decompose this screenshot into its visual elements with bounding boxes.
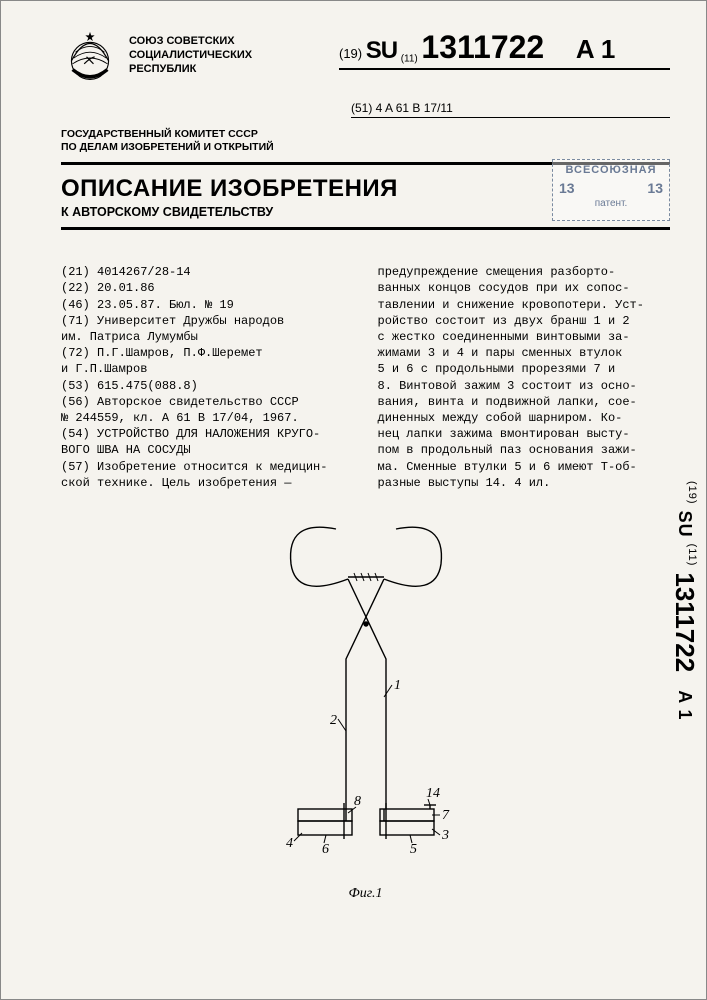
field-21: (21) 4014267/28-14: [61, 264, 354, 280]
field-46: (46) 23.05.87. Бюл. № 19: [61, 297, 354, 313]
svg-text:7: 7: [442, 808, 450, 823]
right-column: предупреждение смещения разборто- ванных…: [378, 264, 671, 491]
field-22: (22) 20.01.86: [61, 280, 354, 296]
side-patent-number: (19) SU (11) 1311722 A 1: [669, 481, 700, 721]
svg-text:6: 6: [322, 842, 329, 857]
svg-text:2: 2: [330, 713, 337, 728]
classification-line: (51) 4 A 61 B 17/11: [351, 95, 670, 118]
field-72: (72) П.Г.Шамров, П.Ф.Шеремет: [61, 345, 354, 361]
svg-text:14: 14: [426, 786, 440, 801]
svg-text:1: 1: [394, 678, 401, 693]
union-name: СОЮЗ СОВЕТСКИХ СОЦИАЛИСТИЧЕСКИХ РЕСПУБЛИ…: [129, 29, 299, 76]
figure-caption: Фиг.1: [61, 886, 670, 902]
header-row: СОЮЗ СОВЕТСКИХ СОЦИАЛИСТИЧЕСКИХ РЕСПУБЛИ…: [61, 29, 670, 87]
svg-text:4: 4: [286, 836, 293, 851]
device-drawing-icon: 1 2 3 4 5 6 7 8 14: [226, 509, 506, 889]
svg-text:8: 8: [354, 794, 361, 809]
field-57: (57) Изобретение относится к медицин-: [61, 459, 354, 475]
svg-text:3: 3: [441, 828, 449, 843]
left-column: (21) 4014267/28-14 (22) 20.01.86 (46) 23…: [61, 264, 354, 491]
field-54: (54) УСТРОЙСТВО ДЛЯ НАЛОЖЕНИЯ КРУГО-: [61, 426, 354, 442]
title-block: ОПИСАНИЕ ИЗОБРЕТЕНИЯ К АВТОРСКОМУ СВИДЕТ…: [61, 162, 670, 230]
field-71: (71) Университет Дружбы народов: [61, 313, 354, 329]
figure-1: 1 2 3 4 5 6 7 8 14 Фиг.1: [61, 509, 670, 902]
library-stamp: ВСЕСОЮЗНАЯ 13 13 патент.: [552, 159, 670, 221]
abstract-columns: (21) 4014267/28-14 (22) 20.01.86 (46) 23…: [61, 264, 670, 491]
field-56: (56) Авторское свидетельство СССР: [61, 394, 354, 410]
svg-text:5: 5: [410, 842, 417, 857]
field-53: (53) 615.475(088.8): [61, 378, 354, 394]
patent-number-block: (19) SU (11) 1311722 A 1: [339, 29, 670, 70]
state-emblem-icon: [61, 29, 119, 87]
committee-name: ГОСУДАРСТВЕННЫЙ КОМИТЕТ СССР ПО ДЕЛАМ ИЗ…: [61, 128, 670, 154]
patent-page: (19) SU (11) 1311722 A 1 СОЮЗ СОВЕТСКИХ …: [0, 0, 707, 1000]
